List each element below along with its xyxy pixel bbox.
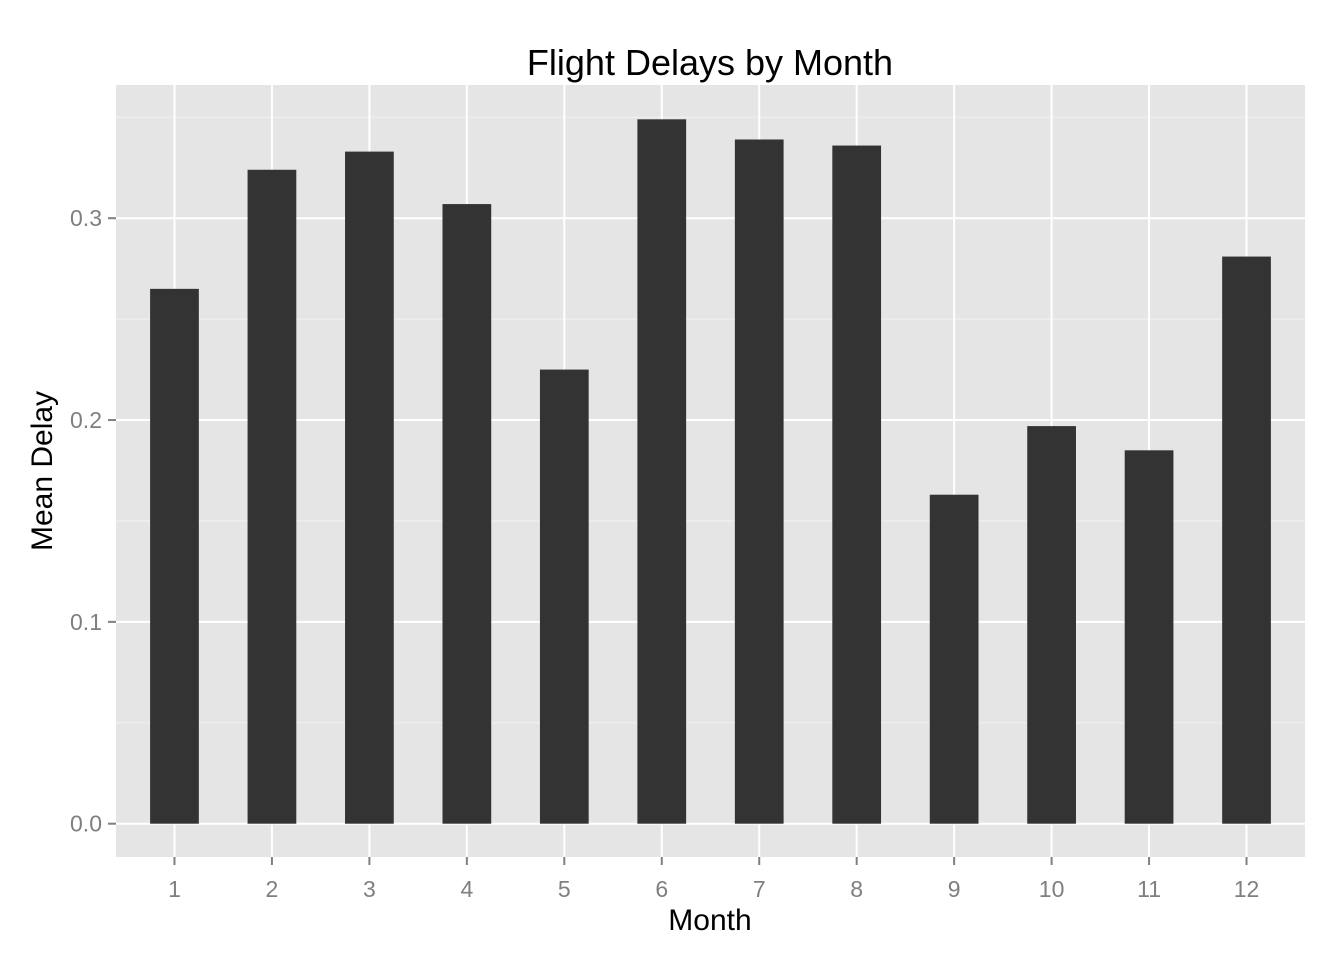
- bar-month-9: [929, 494, 979, 824]
- plot-panel: [116, 85, 1305, 857]
- y-axis-title: Mean Delay: [26, 391, 59, 551]
- x-tick-label: 11: [1137, 876, 1161, 902]
- bar-month-5: [539, 369, 589, 824]
- x-tick-label: 7: [753, 876, 766, 902]
- bar-month-8: [832, 145, 882, 824]
- x-tick-label: 2: [266, 876, 279, 902]
- bar-month-1: [150, 288, 199, 824]
- x-axis-ticks: 1 2 3 4 5 6 7 8 9 10 11 12: [168, 857, 1259, 902]
- bars: [150, 119, 1271, 824]
- x-tick-label: 12: [1234, 876, 1260, 902]
- bar-month-6: [637, 119, 687, 824]
- x-tick-label: 10: [1039, 876, 1065, 902]
- chart-title: Flight Delays by Month: [527, 42, 893, 83]
- bar-month-3: [345, 151, 394, 824]
- bar-month-11: [1124, 450, 1174, 824]
- bar-month-7: [734, 139, 784, 824]
- x-tick-label: 6: [655, 876, 668, 902]
- bar-month-12: [1222, 256, 1271, 824]
- minor-gridlines: [116, 116, 1305, 724]
- x-tick-label: 9: [948, 876, 961, 902]
- bar-month-4: [442, 204, 492, 824]
- y-tick-label: 0.1: [70, 609, 102, 635]
- y-tick-label: 0.3: [70, 205, 102, 231]
- x-tick-label: 4: [460, 876, 473, 902]
- y-axis-ticks: 0.0 0.1 0.2 0.3: [70, 205, 116, 837]
- y-tick-label: 0.2: [70, 407, 102, 433]
- y-tick-label: 0.0: [70, 811, 102, 837]
- x-tick-label: 8: [850, 876, 863, 902]
- x-tick-label: 3: [363, 876, 376, 902]
- bar-month-2: [247, 169, 297, 824]
- x-tick-label: 5: [558, 876, 571, 902]
- x-axis-title: Month: [668, 904, 751, 937]
- x-tick-label: 1: [168, 876, 181, 902]
- bar-month-10: [1027, 426, 1076, 824]
